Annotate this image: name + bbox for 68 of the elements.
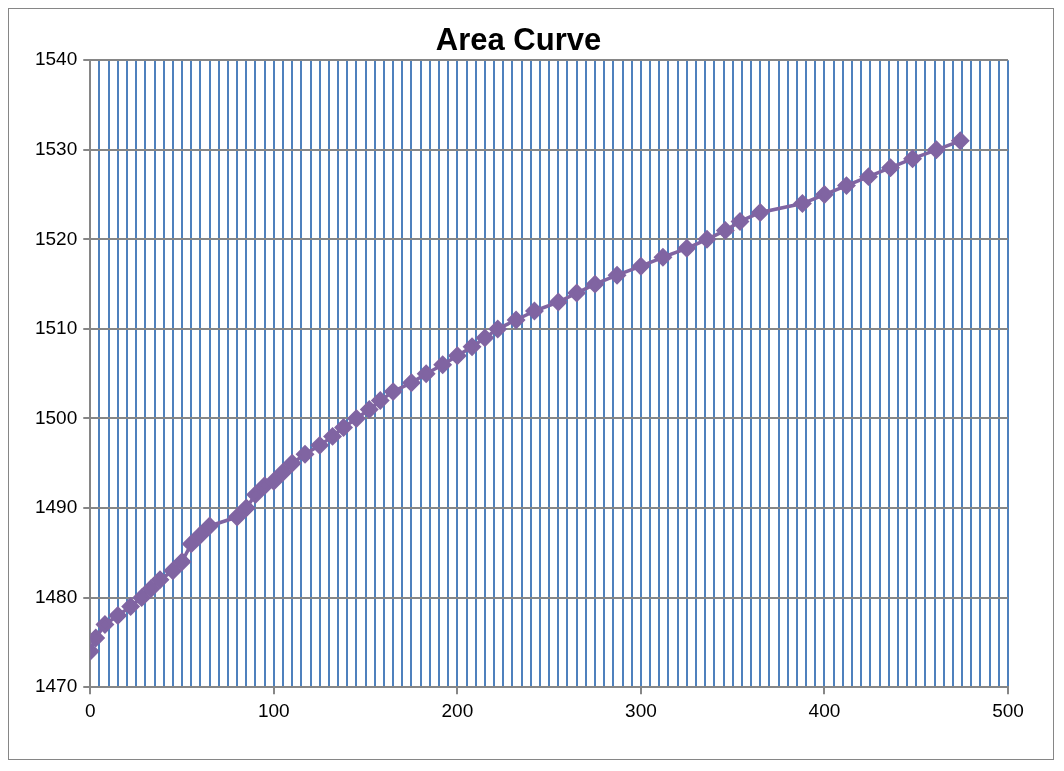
point <box>951 132 970 150</box>
point <box>283 454 301 473</box>
y-tick-label: 1530 <box>34 138 78 160</box>
point <box>132 588 151 607</box>
point <box>323 427 342 446</box>
point <box>164 562 182 580</box>
point <box>525 302 544 320</box>
point <box>274 463 292 481</box>
point <box>96 615 114 634</box>
point <box>182 535 200 553</box>
x-tick-label: 0 <box>84 699 96 721</box>
point <box>507 311 525 329</box>
chart-title: Area Curve <box>435 22 602 58</box>
point <box>296 445 314 464</box>
point <box>586 275 604 293</box>
point <box>448 347 467 365</box>
y-tick-label: 1520 <box>34 227 78 249</box>
point <box>815 185 834 204</box>
point <box>488 320 507 338</box>
point <box>228 508 246 526</box>
point <box>384 382 402 401</box>
point <box>463 338 481 356</box>
x-tick-label: 500 <box>992 699 1024 721</box>
y-tick-label: 1470 <box>34 675 78 697</box>
point <box>142 579 160 598</box>
point <box>417 364 435 383</box>
point <box>678 239 696 258</box>
point <box>237 499 256 517</box>
point <box>654 248 672 267</box>
point <box>121 597 140 616</box>
x-tick-label: 200 <box>441 699 474 721</box>
point <box>200 517 219 535</box>
point <box>310 436 329 455</box>
point <box>360 400 379 419</box>
x-tick-label: 400 <box>808 699 841 721</box>
point <box>859 167 878 186</box>
x-tick-label: 100 <box>257 699 290 721</box>
point <box>109 606 127 625</box>
point <box>751 203 769 222</box>
point <box>903 149 922 168</box>
point <box>347 409 366 428</box>
y-tick-label: 1480 <box>34 585 78 607</box>
point <box>793 194 812 213</box>
point <box>632 257 650 275</box>
point <box>433 355 452 374</box>
y-tick-label: 1540 <box>34 48 78 70</box>
point <box>191 526 210 544</box>
point <box>476 329 494 347</box>
point <box>837 176 856 195</box>
point <box>173 553 191 571</box>
point <box>334 418 353 437</box>
point <box>371 391 390 410</box>
y-tick-label: 1490 <box>34 496 78 518</box>
point <box>246 485 265 504</box>
point <box>698 230 716 249</box>
point <box>927 141 946 159</box>
point <box>731 212 749 231</box>
point <box>608 266 626 284</box>
point <box>402 373 421 392</box>
y-tick-label: 1510 <box>34 317 78 339</box>
x-tick-label: 300 <box>625 699 657 721</box>
point <box>567 284 586 302</box>
point <box>265 472 283 490</box>
point <box>716 221 735 240</box>
point <box>549 293 568 311</box>
point <box>881 158 900 177</box>
y-tick-label: 1500 <box>34 406 78 428</box>
point <box>151 570 169 589</box>
